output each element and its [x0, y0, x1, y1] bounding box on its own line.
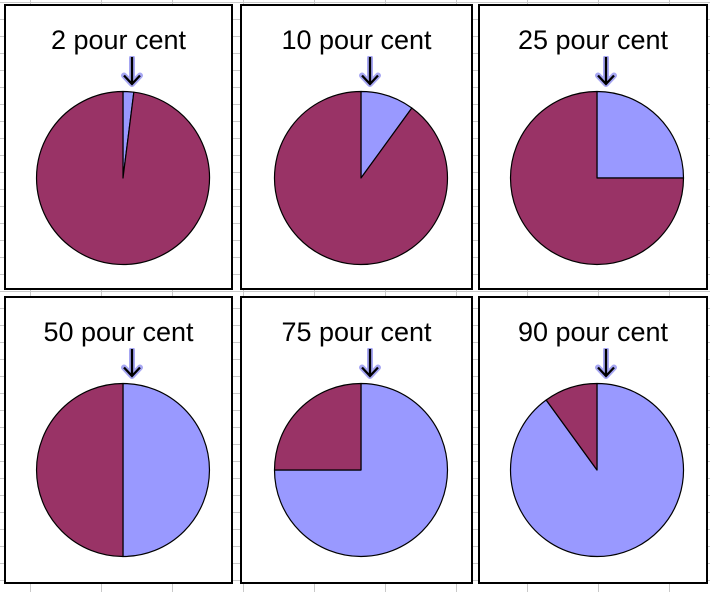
chart-title: 25 pour cent: [517, 25, 669, 55]
chart-title: 75 pour cent: [281, 317, 432, 347]
pie-chart: [273, 90, 448, 266]
down-arrow-icon: [595, 56, 617, 87]
panel-25-percent[interactable]: 25 pour cent: [478, 4, 708, 290]
pie-chart: [509, 382, 685, 558]
chart-title: 10 pour cent: [281, 25, 432, 55]
pie-chart: [509, 90, 685, 266]
panel-10-percent[interactable]: 10 pour cent: [240, 4, 473, 290]
pie-chart: [35, 90, 210, 266]
panel-90-percent[interactable]: 90 pour cent: [478, 296, 708, 584]
pie-chart: [35, 382, 210, 558]
panel-50-percent[interactable]: 50 pour cent: [4, 296, 233, 584]
down-arrow-icon: [120, 56, 143, 87]
chart-title: 90 pour cent: [517, 317, 669, 347]
down-arrow-icon: [595, 348, 617, 379]
panel-2-percent[interactable]: 2 pour cent: [4, 4, 233, 290]
chart-title: 2 pour cent: [50, 25, 187, 55]
down-arrow-icon: [120, 348, 143, 379]
down-arrow-icon: [358, 56, 381, 87]
down-arrow-icon: [358, 348, 381, 379]
pie-chart: [273, 382, 448, 558]
chart-title: 50 pour cent: [43, 317, 194, 347]
panel-75-percent[interactable]: 75 pour cent: [240, 296, 473, 584]
